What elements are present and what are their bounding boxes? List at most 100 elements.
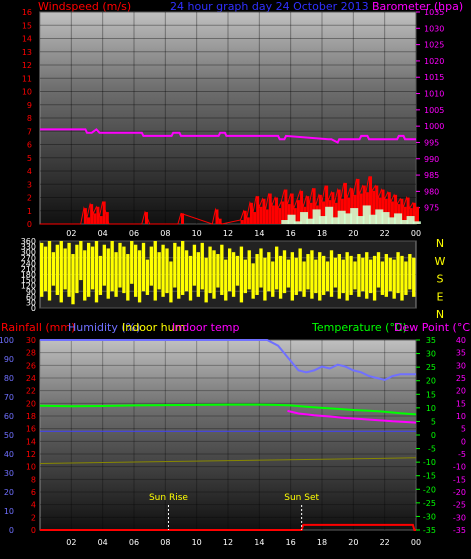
humidity-tick-label: 100: [0, 336, 14, 345]
temperature-line: [39, 403, 417, 416]
time-axis-bottom: 02 04 06 08 10 12 14 16 18 20 22 00: [66, 538, 421, 547]
wind-direction-bar: [353, 261, 357, 290]
dewpoint-axis-label: Dew Point (°C): [394, 321, 471, 334]
wind-direction-bar: [408, 254, 412, 290]
humidity-axis-label: Humidity (%): [68, 321, 140, 334]
compass-label: S: [437, 273, 444, 286]
wind-direction-bar: [286, 259, 291, 288]
temperature-tick-label: 35: [426, 336, 436, 345]
wind-direction-bar: [294, 257, 298, 295]
wind-direction-bar: [271, 261, 275, 297]
wind-direction-bar: [71, 254, 75, 305]
wind-direction-bar: [59, 241, 63, 303]
wind-direction-bar: [357, 254, 361, 297]
dewpoint-tick-label: 0: [461, 437, 466, 446]
wind-direction-bar: [118, 242, 122, 288]
wind-direction-bar: [392, 259, 396, 299]
humidity-tick-label: 90: [4, 355, 14, 364]
wind-direction-bar: [169, 261, 173, 303]
humidity-tick-label: 80: [4, 374, 14, 383]
wind-direction-bar: [298, 248, 302, 292]
gust-bar: [312, 209, 321, 224]
rainfall-tick-label: 24: [26, 374, 36, 383]
wind-direction-bar: [212, 250, 216, 299]
dewpoint-tick-label: -15: [453, 475, 466, 484]
wind-direction-bar: [98, 255, 103, 295]
gust-bar: [337, 210, 346, 224]
wind-direction-bar: [181, 241, 185, 295]
rainfall-tick-label: 8: [31, 475, 36, 484]
windspeed-bar: [416, 206, 419, 224]
humidity-tick-label: 30: [4, 469, 14, 478]
temperature-tick-label: -5: [428, 445, 436, 454]
direction-tick-label: 330: [21, 243, 36, 252]
time-tick-label: 22: [380, 229, 390, 238]
gust-bar: [318, 216, 327, 224]
rainfall-tick-label: 4: [31, 501, 36, 510]
dewpoint-tick-label: -10: [453, 463, 466, 472]
windspeed-bar: [253, 212, 257, 224]
rainfall-tick-label: 18: [26, 412, 36, 421]
temperature-tick-label: -15: [423, 472, 436, 481]
barometer-tick-label: 1015: [424, 73, 444, 82]
dewpoint-tick-label: 35: [456, 349, 466, 358]
wind-direction-bar: [243, 259, 247, 294]
time-tick-label: 06: [129, 538, 139, 547]
compass-label: W: [435, 255, 446, 268]
gust-bar: [350, 208, 359, 224]
direction-tick-label: 360: [21, 237, 36, 246]
wind-direction-bar: [130, 241, 134, 284]
windspeed-bar: [372, 190, 376, 224]
compass-label: E: [437, 290, 444, 303]
temperature-tick-label: -25: [423, 499, 436, 508]
barometer-tick-label: 995: [424, 138, 439, 147]
windspeed-bar: [259, 206, 263, 224]
time-tick-label: 06: [129, 229, 139, 238]
temperature-tick-label: 10: [426, 404, 436, 413]
windspeed-bar: [268, 193, 272, 224]
wind-direction-bar: [184, 250, 189, 292]
humidity-tick-label: 60: [4, 412, 14, 421]
dewpoint-tick-label: 30: [456, 361, 466, 370]
windspeed-tick-label: 11: [22, 74, 32, 83]
gust-bar: [381, 212, 390, 224]
direction-tick-label: 120: [21, 282, 36, 291]
barometer-tick-label: 975: [424, 204, 439, 213]
direction-tick-label: 30: [26, 298, 36, 307]
barometer-tick-label: 1000: [424, 122, 444, 131]
wind-direction-bar: [372, 255, 377, 301]
wind-direction-bar: [290, 252, 294, 301]
humidity-tick-label: 50: [4, 431, 14, 440]
wind-direction-bar: [322, 255, 326, 295]
barometer-line: [40, 128, 416, 144]
wind-direction-bar: [87, 242, 91, 297]
barometer-axis: 975 980 985 990 995 1000 1005 1010 1015 1020 1025 1…: [416, 8, 444, 213]
humidity-tick-label: 20: [4, 488, 14, 497]
wind-direction-bar: [384, 254, 388, 297]
wind-direction-bar: [247, 250, 251, 290]
gust-bar: [362, 205, 371, 224]
rainfall-tick-label: 0: [31, 526, 36, 535]
humidity-axis: 0 10 20 30 40 50 60 70 80 90 100: [0, 336, 14, 535]
windspeed-tick-label: 15: [22, 21, 32, 30]
windspeed-bar: [334, 202, 338, 224]
wind-direction-bar: [341, 259, 345, 294]
gust-bar: [300, 212, 309, 224]
gust-bar: [387, 217, 396, 224]
windspeed-tick-label: 7: [27, 127, 32, 136]
rainfall-line: [40, 523, 416, 531]
wind-direction-bar: [337, 254, 341, 299]
wind-direction-bar: [396, 252, 400, 294]
windspeed-bar: [256, 196, 260, 224]
wind-direction-bar: [329, 250, 334, 297]
windspeed-bar: [322, 201, 325, 224]
windspeed-bar: [403, 206, 407, 224]
dewpoint-tick-label: -30: [453, 513, 466, 522]
wind-direction-bar: [208, 246, 212, 294]
time-tick-label: 20: [348, 538, 358, 547]
wind-direction-bar: [349, 255, 353, 295]
wind-direction-bar: [345, 252, 349, 301]
windspeed-tick-label: 3: [27, 180, 32, 189]
wind-direction-bar: [228, 248, 232, 292]
